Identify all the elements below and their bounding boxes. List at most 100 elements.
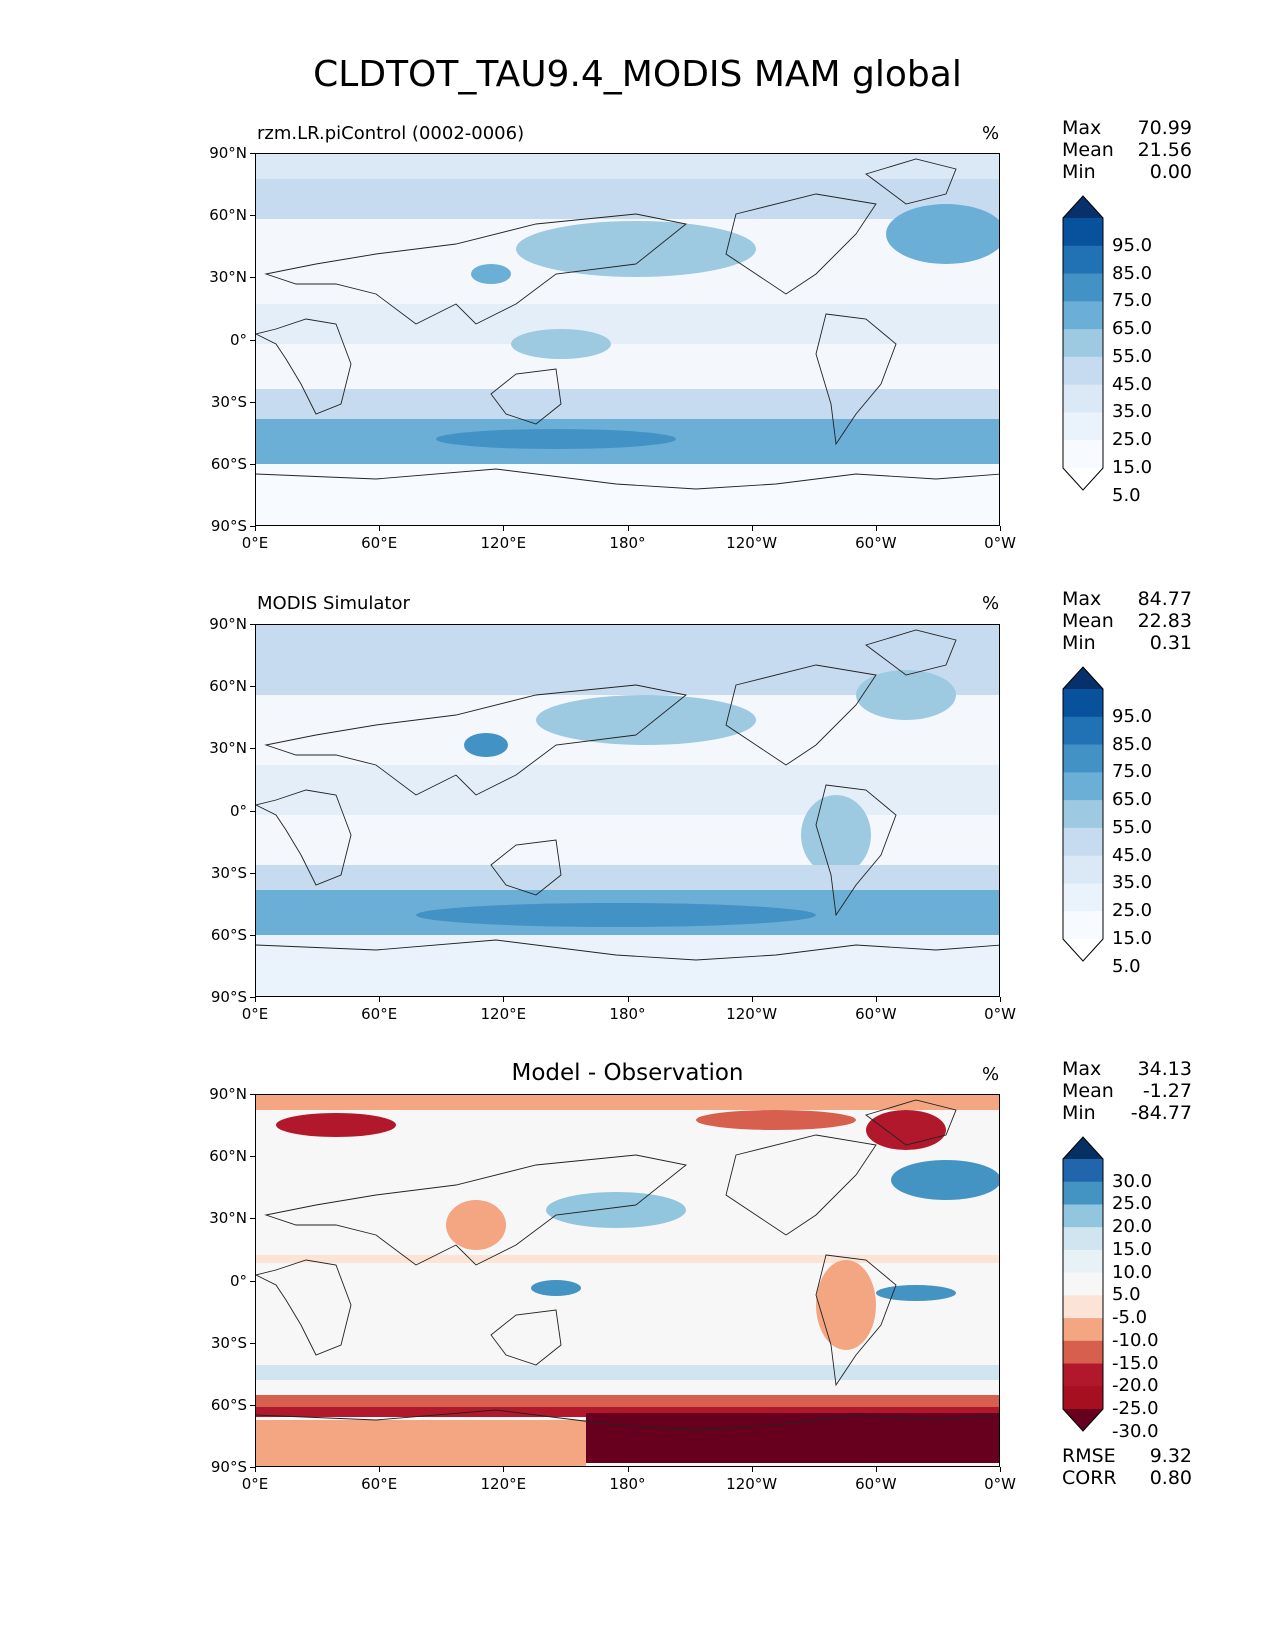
lon-tick-label: 60°W xyxy=(855,1475,897,1493)
colorbar-band xyxy=(1063,1159,1103,1183)
colorbar-tick-label: 5.0 xyxy=(1112,484,1141,506)
panel-3-min-label: Min xyxy=(1062,1102,1096,1124)
lon-tick-mark xyxy=(255,526,256,531)
panel-1-max-label: Max xyxy=(1062,117,1102,139)
colorbar-band xyxy=(1063,716,1103,746)
panel-1-map-field xyxy=(256,154,999,525)
panel-2-coastlines xyxy=(256,629,999,961)
colorbar-tick-label: -15.0 xyxy=(1112,1352,1159,1374)
lon-tick-label: 120°E xyxy=(480,1475,527,1493)
panel-1-title: rzm.LR.piControl (0002-0006) xyxy=(257,123,525,144)
lat-tick-label: 30°N xyxy=(209,739,247,758)
colorbar-graphic xyxy=(1062,666,1104,962)
colorbar-tick-label: -25.0 xyxy=(1112,1398,1159,1419)
colorbar-tick-label: 25.0 xyxy=(1112,1193,1153,1215)
colorbar-band xyxy=(1063,1363,1103,1387)
lon-tick-label: 0°E xyxy=(241,1005,269,1023)
lon-tick-label: 0°E xyxy=(241,1475,269,1493)
colorbar-tick-label: 15.0 xyxy=(1112,928,1153,949)
panel-1-max-value: 70.99 xyxy=(1137,117,1192,139)
panel-3-metrics: RMSE 9.32 CORR 0.80 xyxy=(1062,1445,1192,1489)
lon-tick-mark xyxy=(503,1467,505,1472)
lat-tick-mark xyxy=(250,526,255,527)
colorbar-tick-label: 55.0 xyxy=(1112,345,1153,367)
lat-tick-mark xyxy=(250,1404,255,1406)
lat-tick-label: 60°S xyxy=(210,454,247,473)
panel-1-map xyxy=(255,153,1000,526)
lat-tick-mark xyxy=(250,934,255,936)
colorbar-tick-label: 10.0 xyxy=(1112,1261,1153,1283)
lat-tick-label: 60°S xyxy=(210,925,247,944)
lat-tick-mark xyxy=(250,215,255,217)
lon-tick-mark xyxy=(875,997,877,1002)
panel-3-title: Model - Observation xyxy=(511,1060,744,1086)
colorbar-extend-top xyxy=(1063,667,1103,689)
colorbar-tick-label: 30.0 xyxy=(1112,1170,1153,1192)
lon-tick-mark xyxy=(751,997,753,1002)
colorbar-extend-bottom xyxy=(1063,468,1103,490)
colorbar-extend-bottom xyxy=(1063,1409,1103,1431)
lon-tick-mark xyxy=(751,1467,753,1472)
lon-tick-mark xyxy=(875,1467,877,1472)
colorbar-band xyxy=(1063,800,1103,829)
colorbar-tick-label: 20.0 xyxy=(1112,1216,1153,1238)
lat-tick-mark xyxy=(250,748,255,750)
panel-1-min-label: Min xyxy=(1062,161,1096,183)
lat-tick-mark xyxy=(250,686,255,688)
colorbar-band xyxy=(1063,1249,1103,1274)
colorbar-tick-label: 5.0 xyxy=(1112,955,1141,977)
lon-tick-label: 120°W xyxy=(726,1475,778,1493)
lon-tick-label: 60°W xyxy=(855,534,897,552)
lat-tick-mark xyxy=(250,624,255,625)
lon-tick-label: 60°E xyxy=(361,1005,398,1023)
lat-tick-label: 30°N xyxy=(209,268,247,287)
colorbar-extend-top xyxy=(1063,196,1103,218)
lon-tick-label: 0°W xyxy=(984,534,1016,552)
colorbar-tick-label: 35.0 xyxy=(1112,872,1153,894)
panel-3-map xyxy=(255,1094,1000,1467)
panel-3-coastlines xyxy=(256,1099,999,1431)
lon-tick-mark xyxy=(1000,997,1001,1002)
lon-tick-label: 0°E xyxy=(241,534,269,552)
lat-tick-label: 30°S xyxy=(210,1333,247,1352)
lat-tick-label: 30°S xyxy=(210,392,247,411)
panel-2-min-label: Min xyxy=(1062,632,1096,654)
panel-3-map-field xyxy=(256,1095,999,1466)
colorbar-band xyxy=(1063,301,1103,330)
colorbar-tick-label: 15.0 xyxy=(1112,457,1153,478)
panel-3-max-label: Max xyxy=(1062,1058,1102,1080)
lon-tick-label: 180° xyxy=(609,1005,646,1023)
colorbar-tick-label: 75.0 xyxy=(1112,761,1153,783)
colorbar-tick-label: 75.0 xyxy=(1112,290,1153,312)
lat-tick-label: 30°N xyxy=(209,1209,247,1228)
lon-tick-mark xyxy=(379,997,381,1002)
colorbar-tick-label: 85.0 xyxy=(1112,733,1153,755)
lon-tick-label: 0°W xyxy=(984,1005,1016,1023)
colorbar-band xyxy=(1063,245,1103,275)
panel-3-units: % xyxy=(982,1064,1000,1085)
colorbar-band xyxy=(1063,883,1103,912)
lat-tick-label: 60°N xyxy=(209,1147,247,1166)
panel-3-min-value: -84.77 xyxy=(1130,1102,1192,1124)
panel-1-mean-label: Mean xyxy=(1062,139,1114,161)
lat-tick-label: 0° xyxy=(229,1271,247,1290)
panel-1-units: % xyxy=(982,123,1000,144)
panel-2-map-field xyxy=(256,625,999,996)
lon-tick-mark xyxy=(627,526,629,531)
lon-tick-mark xyxy=(255,997,256,1002)
colorbar-band xyxy=(1063,1318,1103,1342)
colorbar-band xyxy=(1063,855,1103,884)
lon-tick-mark xyxy=(875,526,877,531)
colorbar-band xyxy=(1063,273,1103,302)
lat-tick-mark xyxy=(250,1156,255,1158)
panel-1-colorbar: 95.0 85.0 75.0 65.0 55.0 45.0 35.0 25.0 15.0 5.0 xyxy=(1062,195,1152,506)
lat-tick-mark xyxy=(250,1467,255,1468)
lat-tick-mark xyxy=(250,997,255,998)
colorbar-tick-label: 5.0 xyxy=(1112,1284,1141,1306)
lon-tick-mark xyxy=(379,1467,381,1472)
colorbar-band xyxy=(1063,689,1103,718)
panel-3-mean-value: -1.27 xyxy=(1142,1080,1192,1102)
panel-2-map xyxy=(255,624,1000,997)
colorbar-band xyxy=(1063,356,1103,386)
colorbar-band xyxy=(1063,1227,1103,1251)
